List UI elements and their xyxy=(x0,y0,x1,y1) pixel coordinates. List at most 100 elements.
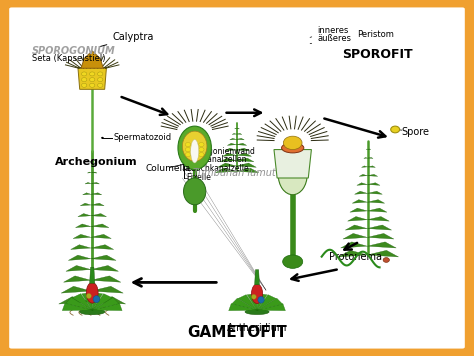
Polygon shape xyxy=(352,200,367,203)
Polygon shape xyxy=(72,294,92,310)
Ellipse shape xyxy=(178,126,211,170)
Polygon shape xyxy=(220,158,236,162)
Polygon shape xyxy=(367,157,373,158)
Circle shape xyxy=(185,153,191,157)
Polygon shape xyxy=(92,303,122,310)
Polygon shape xyxy=(91,245,114,250)
Circle shape xyxy=(383,258,389,262)
Polygon shape xyxy=(78,68,107,89)
Text: Halskanalzellen: Halskanalzellen xyxy=(187,156,247,164)
Circle shape xyxy=(199,153,204,157)
Text: Spermatozoid: Spermatozoid xyxy=(114,134,172,142)
Polygon shape xyxy=(236,134,242,135)
Polygon shape xyxy=(222,153,236,156)
Polygon shape xyxy=(367,149,371,150)
Ellipse shape xyxy=(251,294,256,299)
Text: SPOROGONIUM: SPOROGONIUM xyxy=(32,46,116,56)
Polygon shape xyxy=(91,224,109,227)
Text: Seta (Kapselstiel): Seta (Kapselstiel) xyxy=(32,54,106,63)
Ellipse shape xyxy=(93,295,100,303)
Polygon shape xyxy=(367,208,387,212)
Polygon shape xyxy=(236,168,259,173)
Polygon shape xyxy=(73,234,91,239)
Polygon shape xyxy=(85,182,91,184)
Polygon shape xyxy=(91,203,104,206)
Text: inneres: inneres xyxy=(310,26,348,37)
Circle shape xyxy=(98,72,103,76)
Text: Peristom: Peristom xyxy=(357,30,394,39)
Polygon shape xyxy=(82,292,92,310)
Polygon shape xyxy=(92,292,103,310)
Polygon shape xyxy=(341,242,367,248)
Ellipse shape xyxy=(282,143,304,153)
Circle shape xyxy=(199,142,204,147)
Polygon shape xyxy=(66,266,91,271)
Polygon shape xyxy=(367,174,378,176)
Polygon shape xyxy=(90,267,95,283)
Ellipse shape xyxy=(182,131,207,161)
Polygon shape xyxy=(91,182,100,184)
Circle shape xyxy=(185,147,191,152)
Polygon shape xyxy=(367,216,389,221)
Polygon shape xyxy=(367,166,375,167)
Polygon shape xyxy=(238,295,257,310)
Text: äußeres: äußeres xyxy=(310,34,351,43)
Text: Eizelle: Eizelle xyxy=(187,173,211,183)
Text: Calyptra: Calyptra xyxy=(100,32,154,47)
Polygon shape xyxy=(347,216,367,221)
Polygon shape xyxy=(215,168,236,173)
Circle shape xyxy=(101,137,104,139)
Circle shape xyxy=(82,83,87,87)
Ellipse shape xyxy=(283,136,302,150)
Circle shape xyxy=(199,147,204,152)
Ellipse shape xyxy=(183,178,206,205)
Polygon shape xyxy=(65,298,92,310)
Polygon shape xyxy=(236,158,254,162)
Polygon shape xyxy=(236,153,252,156)
Polygon shape xyxy=(355,191,367,194)
Polygon shape xyxy=(232,134,236,135)
Ellipse shape xyxy=(245,309,269,315)
Polygon shape xyxy=(91,266,118,271)
Polygon shape xyxy=(68,255,91,260)
Polygon shape xyxy=(257,304,285,311)
Polygon shape xyxy=(232,298,257,310)
Polygon shape xyxy=(228,143,236,145)
Ellipse shape xyxy=(283,255,303,268)
Polygon shape xyxy=(236,148,249,151)
Polygon shape xyxy=(91,255,116,260)
Polygon shape xyxy=(367,191,383,194)
Circle shape xyxy=(185,142,191,147)
Polygon shape xyxy=(274,150,311,178)
Text: Columella: Columella xyxy=(146,164,191,173)
Text: Spore: Spore xyxy=(402,127,430,137)
Ellipse shape xyxy=(86,282,98,303)
Polygon shape xyxy=(357,183,367,185)
Text: SPOROFIT: SPOROFIT xyxy=(342,48,412,61)
Polygon shape xyxy=(71,245,91,250)
Text: Bauchkanalzelle: Bauchkanalzelle xyxy=(187,164,249,173)
Polygon shape xyxy=(338,250,367,257)
Text: Archegonium: Archegonium xyxy=(55,157,138,167)
Polygon shape xyxy=(91,214,107,217)
Polygon shape xyxy=(345,225,367,230)
Polygon shape xyxy=(230,138,236,140)
Circle shape xyxy=(192,153,197,157)
Polygon shape xyxy=(364,157,367,158)
Polygon shape xyxy=(350,208,367,212)
Polygon shape xyxy=(255,270,259,285)
Polygon shape xyxy=(81,51,103,68)
Polygon shape xyxy=(343,234,367,239)
Polygon shape xyxy=(87,172,91,173)
Polygon shape xyxy=(367,234,394,239)
Polygon shape xyxy=(64,276,91,282)
Ellipse shape xyxy=(80,309,105,315)
Text: Protonema: Protonema xyxy=(328,252,382,262)
Polygon shape xyxy=(367,242,396,248)
Ellipse shape xyxy=(191,140,199,163)
Polygon shape xyxy=(225,148,236,151)
Polygon shape xyxy=(91,193,102,195)
Ellipse shape xyxy=(278,155,307,195)
Polygon shape xyxy=(367,225,392,230)
Circle shape xyxy=(82,78,87,82)
